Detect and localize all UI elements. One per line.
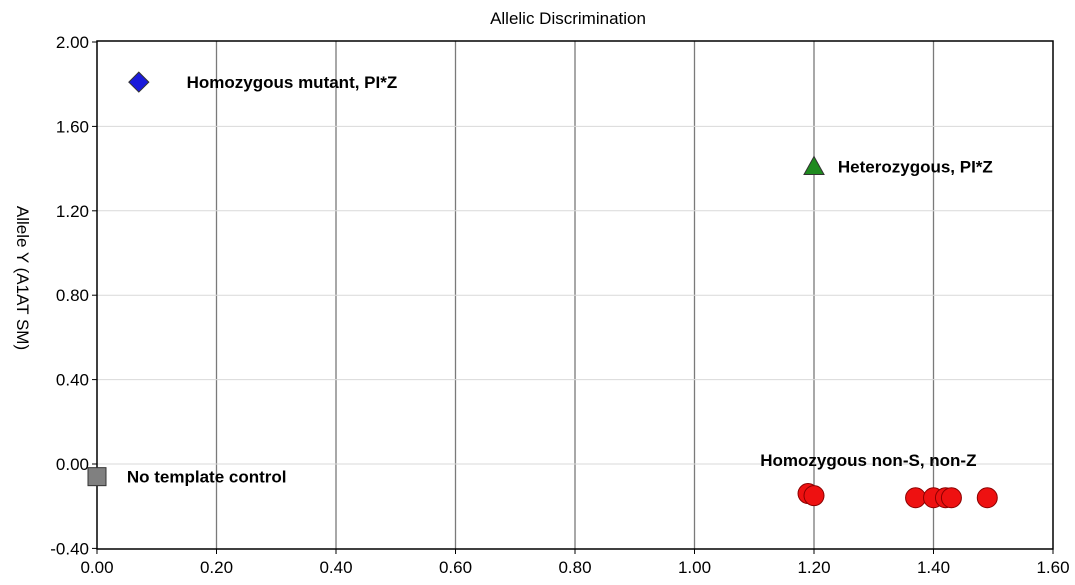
- x-tick-label: 1.40: [917, 558, 950, 577]
- x-tick-label: 1.20: [797, 558, 830, 577]
- point-circle: [976, 487, 998, 509]
- y-tick-label: 0.40: [56, 371, 89, 390]
- point-triangle: [803, 155, 825, 175]
- y-tick-label: 1.20: [56, 202, 89, 221]
- cluster-annotation: Homozygous mutant, PI*Z: [187, 73, 398, 92]
- point-circle: [905, 487, 927, 509]
- data-points: [87, 71, 998, 509]
- x-tick-label: 1.00: [678, 558, 711, 577]
- annotations: Homozygous mutant, PI*Z Heterozygous, PI*…: [127, 73, 993, 487]
- y-tick-label: -0.40: [50, 539, 89, 558]
- y-tick-label: 2.00: [56, 33, 89, 52]
- chart-title: Allelic Discrimination: [490, 9, 646, 28]
- y-tick-label: 0.80: [56, 286, 89, 305]
- cluster-annotation: Homozygous non-S, non-Z: [760, 451, 976, 470]
- x-tick-label: 0.00: [80, 558, 113, 577]
- y-tick-label: 0.00: [56, 455, 89, 474]
- cluster-annotation: Heterozygous, PI*Z: [838, 157, 993, 176]
- x-tick-label: 0.80: [558, 558, 591, 577]
- point-square: [87, 467, 107, 487]
- y-tick-label: 1.60: [56, 117, 89, 136]
- cluster-annotation: No template control: [127, 468, 287, 487]
- point-circle: [940, 487, 962, 509]
- x-tick-label: 0.40: [319, 558, 352, 577]
- x-tick-label: 0.60: [439, 558, 472, 577]
- x-tick-label: 1.60: [1036, 558, 1069, 577]
- x-axis-ticks: 0.00 0.20 0.40 0.60 0.80 1.00 1.20 1.40 1.60: [80, 549, 1070, 577]
- x-tick-label: 0.20: [200, 558, 233, 577]
- gridlines: [97, 41, 1053, 549]
- y-axis-title: Allele Y (A1AT SM): [13, 206, 32, 350]
- point-circle: [803, 485, 825, 507]
- point-diamond: [128, 71, 150, 93]
- y-axis-ticks: 2.00 1.60 1.20 0.80 0.40 0.00 -0.40: [50, 33, 97, 558]
